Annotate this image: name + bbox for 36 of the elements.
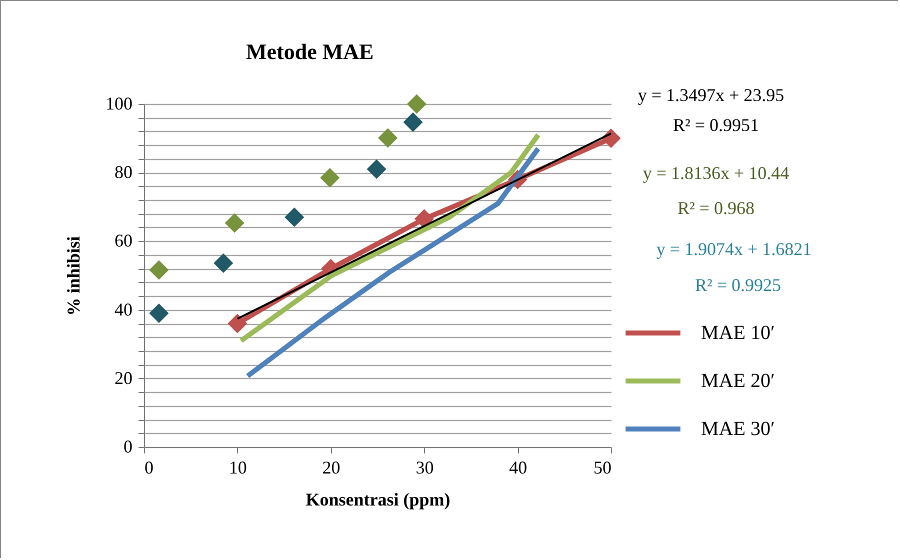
point — [366, 159, 386, 179]
y-axis-title: % inhibisi — [64, 236, 84, 316]
x-tick-label: 40 — [509, 458, 528, 478]
y-tick-label: 100 — [106, 94, 132, 114]
y-tick-label: 80 — [114, 162, 132, 182]
legend-label: MAE 20′ — [701, 370, 775, 392]
point — [228, 314, 248, 334]
x-tick-label: 0 — [144, 458, 154, 478]
y-tick-label: 60 — [114, 230, 132, 251]
chart-title: Metode MAE — [246, 39, 374, 64]
text: R² = 0.9951 — [672, 115, 760, 135]
point — [149, 260, 169, 280]
x-tick-label: 50 — [594, 458, 612, 478]
text: y = 1.8136x + 10.44 — [642, 163, 790, 183]
point — [214, 253, 234, 273]
text: y = 1.9074x + 1.6821 — [656, 239, 812, 259]
x-tick-label: 20 — [322, 458, 340, 478]
legend-label: MAE 10′ — [701, 322, 775, 344]
y-tick-label: 0 — [124, 436, 132, 456]
point — [224, 213, 244, 233]
point — [149, 303, 169, 323]
text: R² = 0.9925 — [694, 275, 782, 295]
point — [403, 112, 423, 132]
text: R² = 0.968 — [677, 198, 755, 218]
legend-label: MAE 30′ — [701, 418, 775, 440]
x-tick-label: 10 — [228, 458, 247, 478]
y-tick-label: 40 — [114, 299, 132, 320]
x-axis-title: Konsentrasi (ppm) — [306, 490, 450, 510]
y-tick-label: 20 — [114, 368, 132, 388]
point — [414, 209, 434, 229]
point — [284, 207, 304, 227]
x-tick-label: 30 — [416, 458, 434, 478]
point — [406, 94, 426, 114]
text: y = 1.3497x + 23.95 — [638, 85, 784, 105]
point — [378, 128, 398, 148]
point — [320, 168, 340, 188]
